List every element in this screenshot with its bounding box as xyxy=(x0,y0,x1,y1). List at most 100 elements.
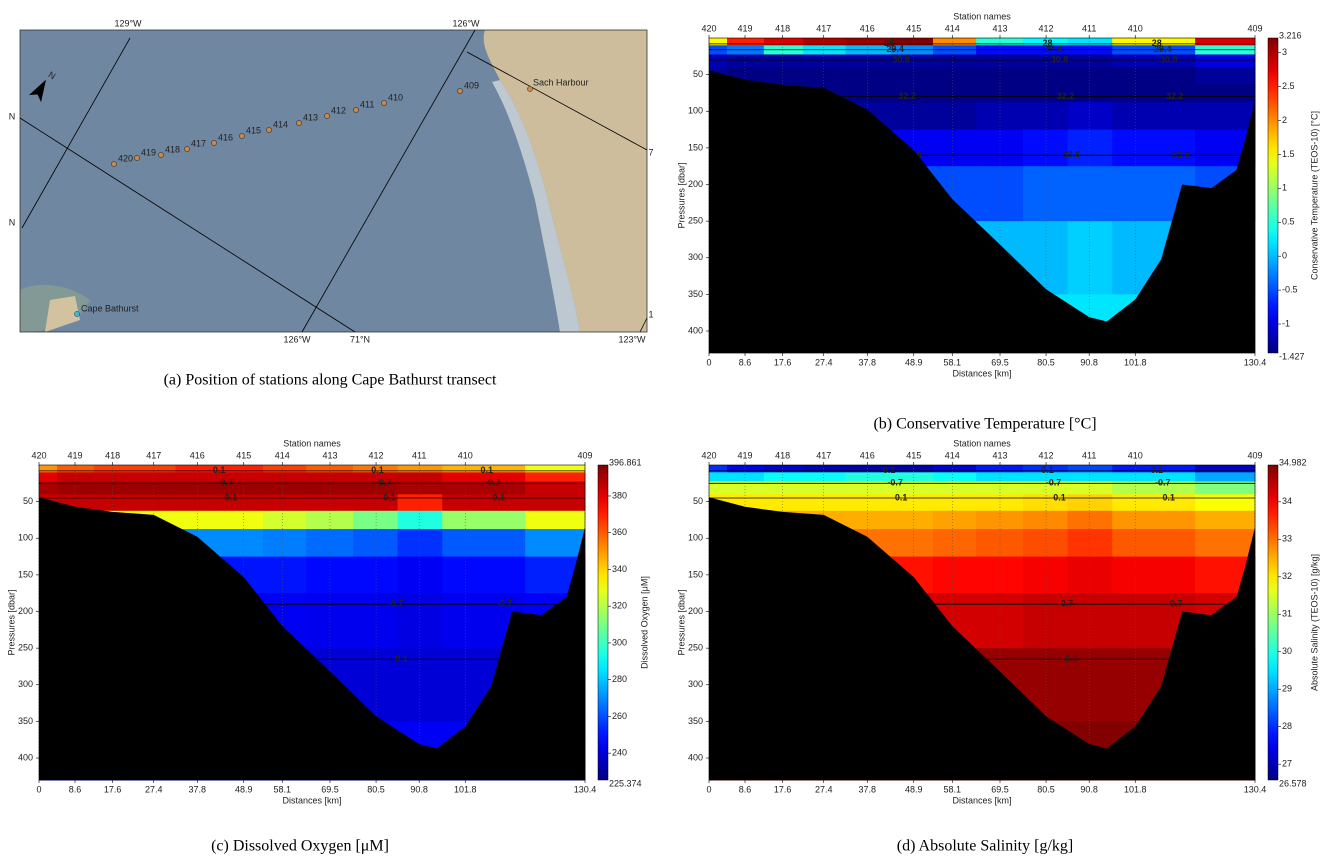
contour-label: 0.1 xyxy=(1065,654,1078,664)
y-axis-title: Pressures [dbar] xyxy=(6,589,16,655)
field-cell xyxy=(1023,102,1068,130)
x-tick-label: 17.6 xyxy=(774,357,792,367)
caption: (b) Conservative Temperature [°C] xyxy=(873,416,1096,433)
x-tick-label: 27.4 xyxy=(145,784,163,794)
y-tick-label: 200 xyxy=(688,179,703,189)
colorbar-tick-label: 260 xyxy=(612,711,627,721)
field-cell xyxy=(764,494,804,511)
colorbar-tick-label: 34 xyxy=(1282,496,1292,506)
station-label: 419 xyxy=(141,147,156,157)
field-cell xyxy=(1068,494,1113,511)
field-cell xyxy=(891,529,934,557)
colorbar-tick-label: 32 xyxy=(1282,571,1292,581)
contour-label: 29.4 xyxy=(1045,44,1063,54)
field-cell xyxy=(933,465,977,473)
contour-label: 30.8 xyxy=(1160,54,1178,64)
field-cell xyxy=(398,465,443,473)
x-tick-label: 8.6 xyxy=(739,357,752,367)
x-tick-label: 90.8 xyxy=(410,784,428,794)
graticule-label: N xyxy=(9,111,16,121)
field-cell xyxy=(39,472,58,482)
field-cell xyxy=(846,54,892,67)
station-tick-label: 411 xyxy=(412,450,426,460)
colorbar xyxy=(1268,465,1278,780)
colorbar-limit-label: 396.861 xyxy=(609,457,642,467)
station-tick-label: 420 xyxy=(31,450,46,460)
contour-label: 0.1 xyxy=(1150,465,1163,475)
station-dot xyxy=(457,88,462,93)
colorbar-tick-label: 2 xyxy=(1282,115,1287,125)
x-tick-label: 48.9 xyxy=(235,784,253,794)
station-tick-label: 410 xyxy=(458,450,473,460)
x-tick-label: 27.4 xyxy=(815,784,833,794)
station-label: 417 xyxy=(191,138,206,148)
station-dot xyxy=(324,113,329,118)
station-tick-label: 417 xyxy=(816,23,831,33)
field-cell xyxy=(803,472,846,482)
station-label: 418 xyxy=(165,144,180,154)
y-axis-title: Pressures [dbar] xyxy=(676,162,686,228)
x-tick-label: 17.6 xyxy=(774,784,792,794)
colorbar-tick-label: 240 xyxy=(612,748,627,758)
colorbar-tick-label: 360 xyxy=(612,527,627,537)
top-axis-title: Station names xyxy=(953,438,1011,448)
field-cell xyxy=(933,529,977,557)
field-cell xyxy=(442,557,525,594)
colorbar-title: Absolute Salinity (TEOS-10) [g/kg] xyxy=(1309,554,1319,691)
colorbar-limit-label: 34.982 xyxy=(1279,457,1307,467)
colorbar-limit-label: 26.578 xyxy=(1279,778,1307,788)
field-cell xyxy=(1023,511,1068,530)
field-cell xyxy=(1112,67,1195,84)
field-cell xyxy=(57,472,94,482)
field-cell xyxy=(764,67,804,84)
field-cell xyxy=(1195,472,1255,482)
place-dot xyxy=(527,86,532,91)
station-tick-label: 415 xyxy=(906,450,921,460)
field-cell xyxy=(133,472,176,482)
field-cell xyxy=(1068,593,1113,648)
contour-label: -0.7 xyxy=(1155,478,1171,488)
station-label: 414 xyxy=(273,119,288,129)
field-cell xyxy=(1068,67,1113,84)
colorbar-tick-label: 340 xyxy=(612,564,627,574)
station-tick-label: 414 xyxy=(945,450,960,460)
field-cell xyxy=(1068,221,1113,295)
y-tick-label: 300 xyxy=(688,679,703,689)
field-cell xyxy=(727,45,764,55)
field-cell xyxy=(1068,38,1113,46)
field-cell xyxy=(221,465,264,473)
station-tick-label: 419 xyxy=(737,23,752,33)
station-tick-label: 420 xyxy=(701,23,716,33)
field-cell xyxy=(764,472,804,482)
field-cell xyxy=(525,511,585,530)
x-tick-label: 80.5 xyxy=(367,784,385,794)
station-tick-label: 418 xyxy=(775,23,790,33)
x-tick-label: 69.5 xyxy=(991,784,1009,794)
field-cell xyxy=(1068,166,1113,221)
field-cell xyxy=(1195,84,1255,103)
y-tick-label: 350 xyxy=(18,716,33,726)
field-cell xyxy=(803,494,846,511)
station-tick-label: 409 xyxy=(1247,450,1262,460)
contour-label: -0.7 xyxy=(1058,599,1074,609)
colorbar xyxy=(1268,38,1278,353)
field-cell xyxy=(976,166,1023,221)
station-tick-label: 416 xyxy=(860,450,875,460)
contour-label: 32.2 xyxy=(898,91,916,101)
field-cell xyxy=(1068,102,1113,130)
station-dot xyxy=(184,146,189,151)
field-cell xyxy=(1112,529,1195,557)
graticule-label: 126°W xyxy=(452,18,480,28)
station-label: 415 xyxy=(246,125,261,135)
field-cell xyxy=(353,529,398,557)
station-dot xyxy=(211,140,216,145)
field-cell xyxy=(1112,494,1195,511)
field-cell xyxy=(94,465,134,473)
field-cell xyxy=(39,465,58,473)
contour-label: 32.2 xyxy=(1057,91,1075,101)
contour-label: 0.1 xyxy=(895,492,908,502)
y-tick-label: 150 xyxy=(688,142,703,152)
field-cell xyxy=(263,472,307,482)
x-tick-label: 130.4 xyxy=(574,784,597,794)
contour-label: 29.4 xyxy=(886,44,904,54)
